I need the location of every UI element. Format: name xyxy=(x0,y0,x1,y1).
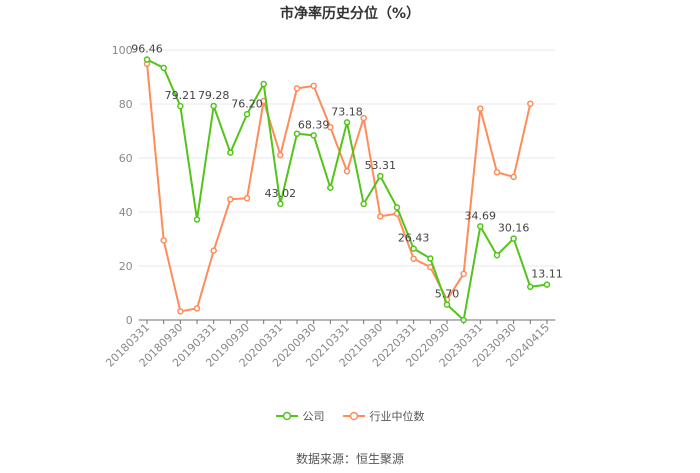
legend: 公司 行业中位数 xyxy=(0,408,700,424)
y-tick-label: 100 xyxy=(112,44,133,57)
data-point xyxy=(493,251,501,259)
data-point xyxy=(460,270,467,278)
data-point xyxy=(327,184,334,191)
data-point xyxy=(310,132,317,139)
data-label: 53.31 xyxy=(365,159,397,172)
data-point xyxy=(377,213,384,220)
data-label: 76.20 xyxy=(231,97,263,110)
data-point xyxy=(510,173,517,181)
data-point xyxy=(543,281,551,288)
data-point xyxy=(193,305,201,312)
series-line-行业中位数 xyxy=(146,63,532,313)
data-point xyxy=(477,105,484,112)
data-point xyxy=(177,102,184,110)
y-tick-label: 0 xyxy=(126,314,133,327)
legend-item-company[interactable]: 公司 xyxy=(275,408,325,424)
data-point xyxy=(477,223,484,230)
data-point xyxy=(377,172,384,180)
data-label: 79.21 xyxy=(165,89,197,102)
data-source: 数据来源：恒生聚源 xyxy=(295,452,404,466)
data-point xyxy=(243,194,251,202)
data-point xyxy=(143,56,151,63)
data-point xyxy=(277,151,284,159)
y-tick-label: 20 xyxy=(119,260,133,273)
data-point xyxy=(443,301,451,308)
data-point xyxy=(460,316,467,324)
legend-item-industry-median[interactable]: 行业中位数 xyxy=(342,408,425,424)
data-point xyxy=(527,100,534,107)
data-point xyxy=(310,82,317,90)
data-point xyxy=(193,216,201,223)
data-point xyxy=(227,196,234,203)
data-label: 5.70 xyxy=(435,288,460,301)
data-point xyxy=(160,64,167,72)
data-point xyxy=(210,102,217,110)
data-point xyxy=(510,235,517,242)
data-label: 96.46 xyxy=(131,43,163,56)
data-point xyxy=(293,130,301,137)
data-point xyxy=(160,237,167,244)
data-point xyxy=(277,200,284,208)
chart-title: 市净率历史分位（%） xyxy=(279,6,421,22)
data-label: 68.39 xyxy=(298,118,330,131)
data-point xyxy=(177,308,184,315)
legend-company-line-icon xyxy=(275,411,298,421)
data-label: 79.28 xyxy=(198,89,230,102)
data-point xyxy=(360,114,367,122)
legend-industry-line-icon xyxy=(342,411,365,421)
data-point xyxy=(343,119,351,126)
data-point xyxy=(410,245,417,252)
data-point xyxy=(293,85,301,92)
data-label: 73.18 xyxy=(331,105,363,118)
data-point xyxy=(243,111,251,118)
data-label: 26.43 xyxy=(398,232,430,245)
data-point xyxy=(260,80,267,88)
data-point xyxy=(327,123,334,131)
legend-label-company: 公司 xyxy=(302,410,325,423)
data-label: 43.02 xyxy=(265,187,297,200)
data-point xyxy=(343,167,351,175)
data-label: 13.11 xyxy=(531,268,563,281)
y-tick-label: 60 xyxy=(119,152,133,165)
data-point xyxy=(427,255,434,262)
legend-label-industry-median: 行业中位数 xyxy=(369,410,425,423)
y-tick-label: 80 xyxy=(119,98,133,111)
data-point xyxy=(493,169,501,176)
data-point xyxy=(227,149,234,156)
data-label: 34.69 xyxy=(465,209,497,222)
data-point xyxy=(393,204,401,211)
data-point xyxy=(410,255,417,262)
data-point xyxy=(210,247,217,254)
data-label: 30.16 xyxy=(498,222,530,235)
y-tick-label: 40 xyxy=(119,206,133,219)
data-point xyxy=(360,200,367,208)
data-point xyxy=(527,283,534,291)
